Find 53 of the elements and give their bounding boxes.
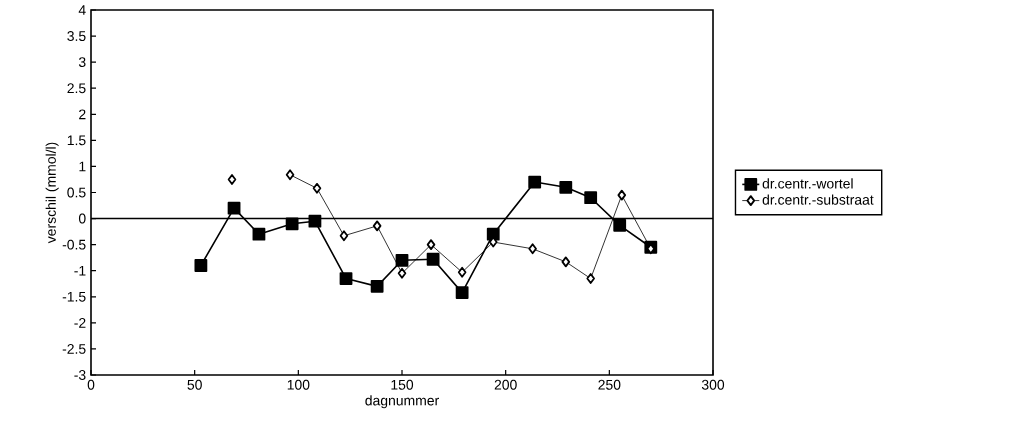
point <box>339 230 349 242</box>
point <box>586 273 595 284</box>
y-tick-label: 0 <box>78 213 86 224</box>
x-tick-label: 50 <box>187 379 202 390</box>
y-tick-label: 2.5 <box>67 83 86 94</box>
y-tick-label: 2 <box>79 109 86 120</box>
point <box>561 256 571 268</box>
x-tick-label: 100 <box>287 379 310 390</box>
point <box>285 169 295 181</box>
y-tick-label: -0.5 <box>62 239 86 250</box>
point <box>227 201 241 215</box>
point <box>308 214 322 228</box>
x-tick-label: 300 <box>701 379 725 390</box>
y-tick-label: 3 <box>78 57 86 68</box>
legend-label: dr.centr.-substraat <box>762 194 874 205</box>
x-axis-title: dagnummer <box>365 395 439 409</box>
point <box>528 175 542 189</box>
x-tick-label: 200 <box>494 379 517 390</box>
point <box>613 218 627 232</box>
point <box>252 227 266 241</box>
point <box>397 267 407 279</box>
point <box>194 259 208 272</box>
y-tick-label: 1 <box>79 161 86 172</box>
point <box>370 279 384 293</box>
y-axis-title: verschil (mmol/l) <box>45 142 59 244</box>
point <box>584 191 598 205</box>
y-tick-label: -2 <box>74 317 86 328</box>
point <box>426 252 440 266</box>
y-tick-label: -3 <box>74 370 86 380</box>
point <box>312 182 322 194</box>
legend-label: dr.centr.-wortel <box>762 178 853 189</box>
point <box>339 272 353 285</box>
point <box>559 180 573 194</box>
point <box>486 227 500 241</box>
point <box>372 220 382 232</box>
y-tick-label: 3.5 <box>67 31 86 42</box>
x-tick-label: 0 <box>87 379 95 390</box>
point <box>528 243 537 255</box>
point <box>617 189 627 201</box>
y-tick-label: -1.5 <box>62 291 86 302</box>
point <box>285 217 299 231</box>
y-tick-label: 1.5 <box>67 135 86 146</box>
point <box>455 286 469 300</box>
y-tick-label: -1 <box>74 265 86 276</box>
point <box>426 239 436 251</box>
point <box>395 253 409 267</box>
y-tick-label: 4 <box>78 5 86 15</box>
x-tick-label: 250 <box>598 379 621 390</box>
point <box>227 174 237 185</box>
x-tick-label: 150 <box>391 379 414 390</box>
y-tick-label: 0.5 <box>67 187 86 198</box>
point <box>457 266 467 278</box>
y-tick-label: -2.5 <box>62 343 86 354</box>
